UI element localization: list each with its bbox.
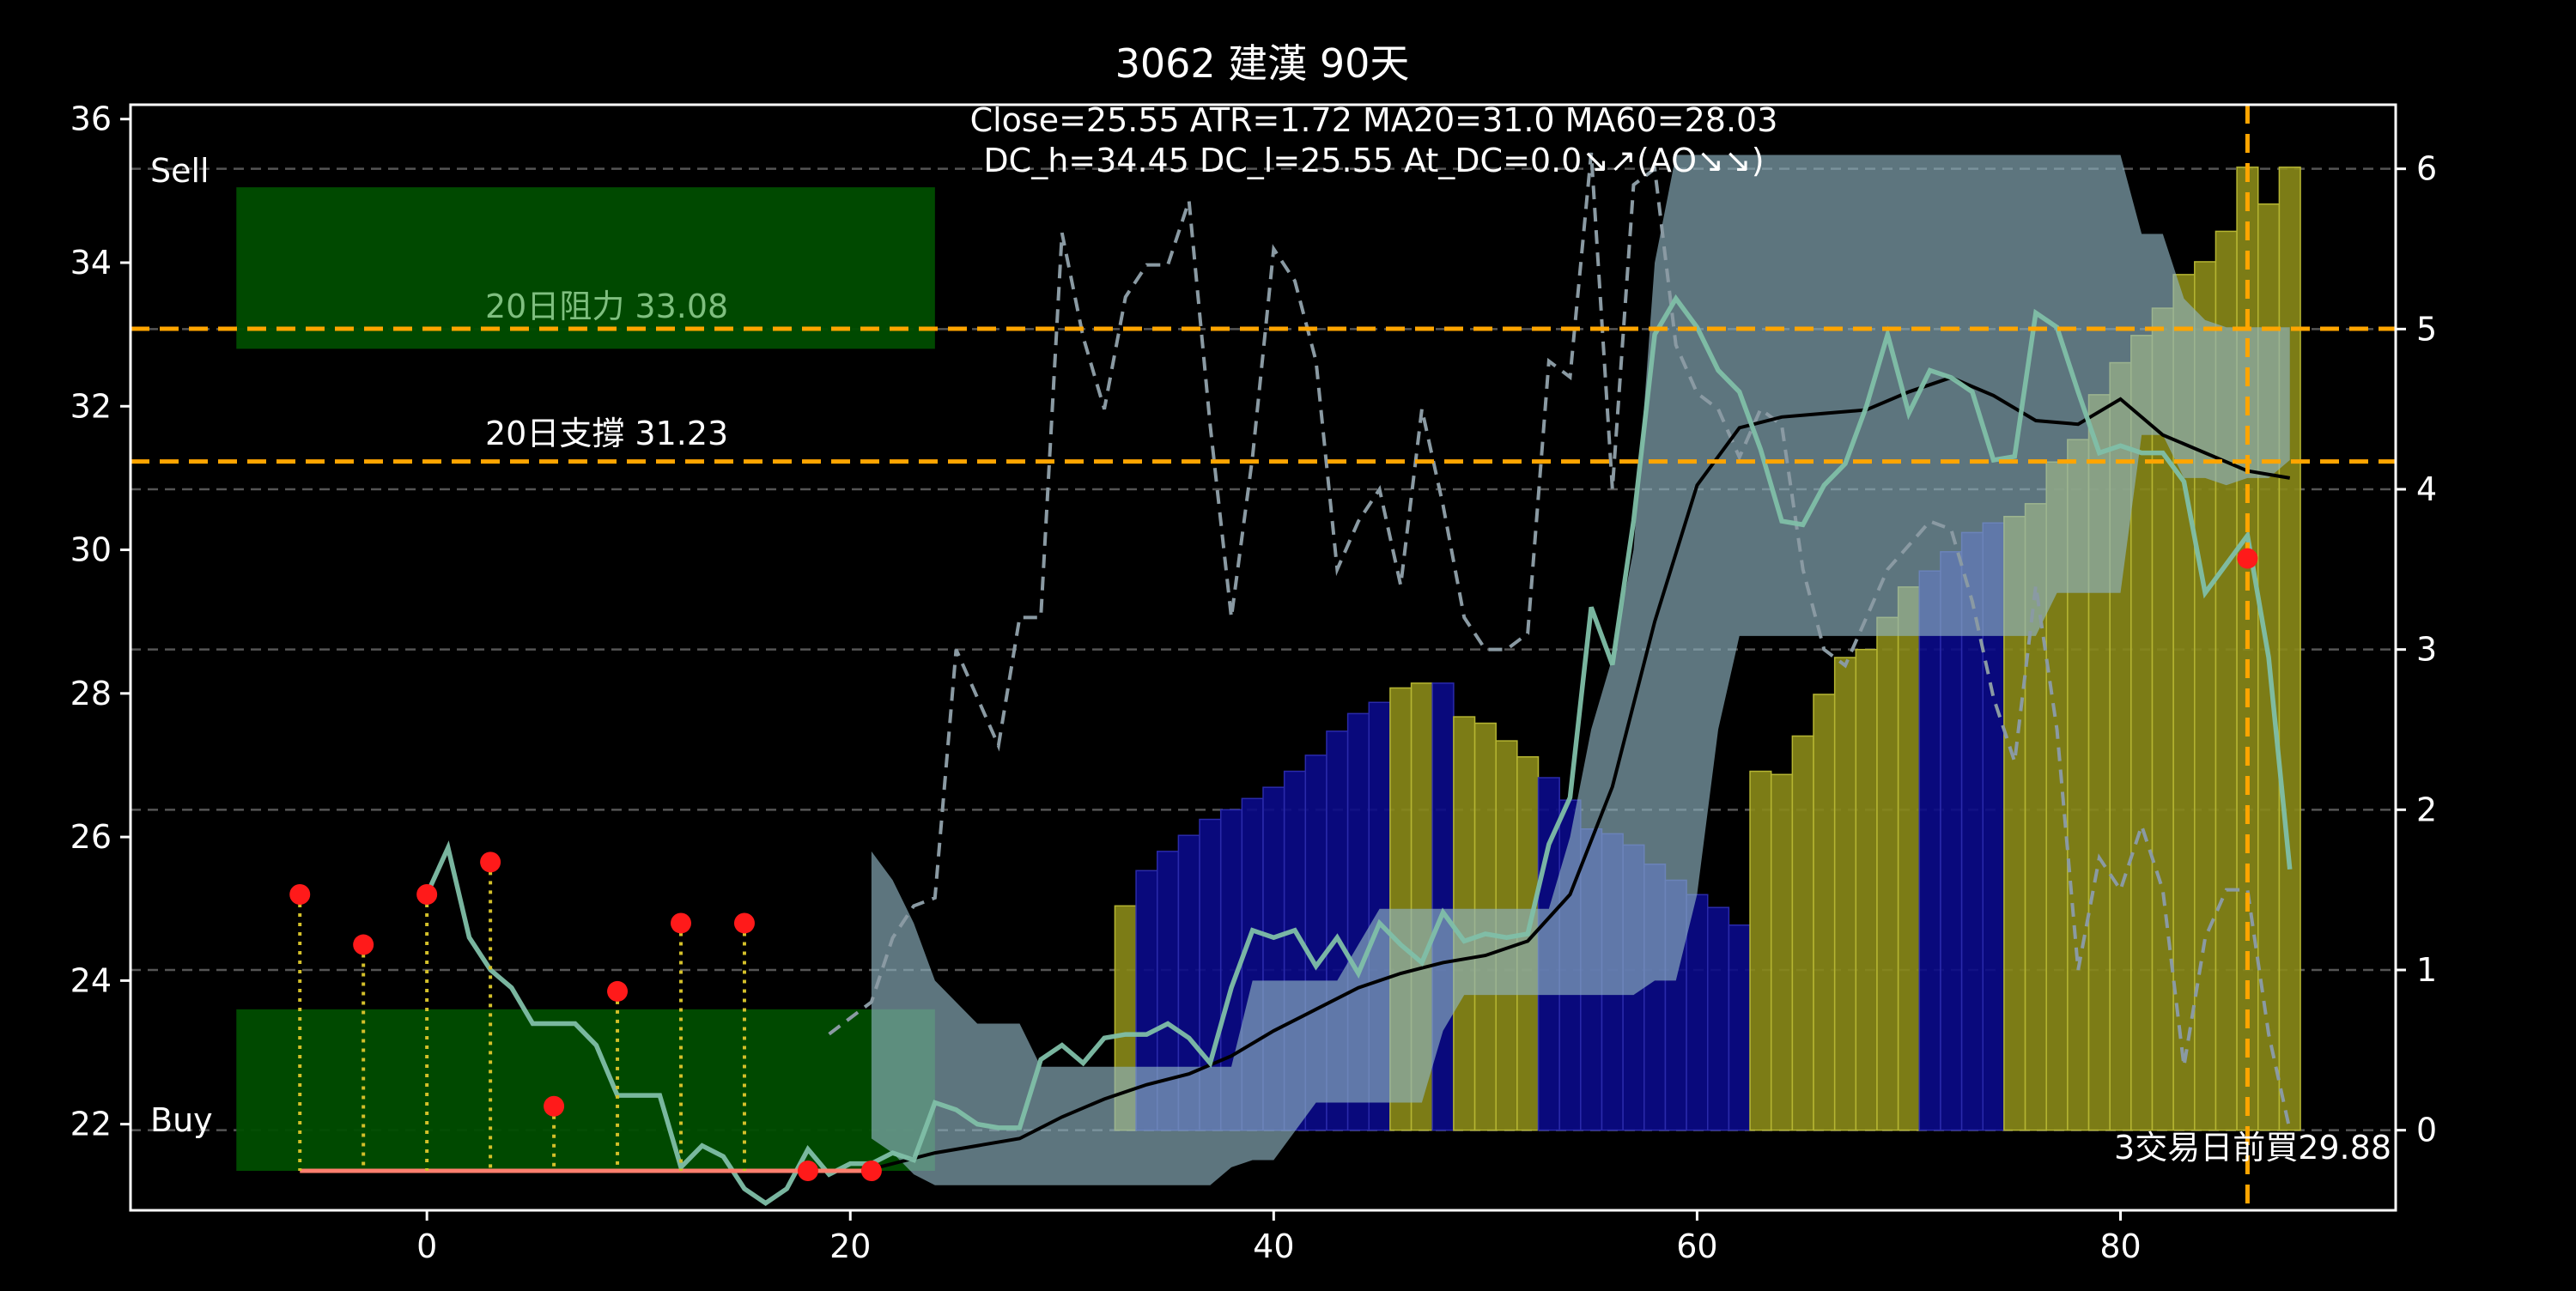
resistance-label: 20日阻力 33.08 [485,288,728,325]
sell-zone [236,187,935,349]
histogram-bar [1876,616,1899,1131]
histogram-bar [1728,924,1751,1131]
histogram-bar [1940,551,1963,1131]
lines-layer [131,105,2396,1210]
histogram-bar [1855,648,1878,1131]
y-tick-label: 28 [70,675,112,712]
histogram-bar [1897,586,1921,1131]
y-tick-label: 26 [70,818,112,856]
y2-tick-label: 0 [2416,1112,2437,1149]
y-tick-label: 32 [70,387,112,425]
y2-tick-label: 2 [2416,791,2437,828]
sell-label: Sell [150,152,210,190]
histogram-bar [1749,770,1772,1131]
y-tick-label: 22 [70,1106,112,1143]
y2-tick-label: 6 [2416,150,2437,188]
signal-dot [353,934,374,955]
x-tick-label: 20 [829,1227,871,1265]
channel-layer [871,155,2290,1185]
buy-label: Buy [150,1101,213,1139]
signal-dot [671,912,692,934]
x-tick-label: 0 [416,1227,437,1265]
histogram-bar [1918,570,1941,1131]
channel-band [871,155,2290,1185]
info-line-1: Close=25.55 ATR=1.72 MA20=31.0 MA60=28.0… [970,101,1778,139]
histogram-bar [1833,657,1857,1131]
x-tick-label: 80 [2099,1227,2141,1265]
ma20-line [849,375,2291,1177]
y2-tick-label: 1 [2416,951,2437,989]
atr-line [828,152,2292,1131]
signal-dot [607,980,629,1002]
info-line-2: DC_h=34.45 DC_l=25.55 At_DC=0.0↘↗(AO↘↘) [983,142,1764,179]
y-tick-label: 30 [70,531,112,569]
signals-layer [289,548,2258,1181]
y-tick-label: 36 [70,100,112,138]
signal-dot [289,884,311,905]
signal-dot [797,1161,818,1181]
x-tick-label: 60 [1676,1227,1717,1265]
y2-tick-label: 3 [2416,631,2437,669]
signal-dot [416,884,438,905]
y2-tick-label: 4 [2416,470,2437,508]
buy-note: 3交易日前買29.88 [2114,1129,2391,1167]
y2-tick-label: 5 [2416,310,2437,348]
signal-dot [544,1095,565,1117]
signal-dot [733,912,755,934]
histogram-bar [1431,682,1455,1131]
plot-frame [129,103,2397,1212]
chart-title: 3062 建漢 90天 [1115,40,1410,87]
histogram-bar [1770,773,1794,1131]
histogram-bar [1791,735,1814,1131]
histogram-bar [1706,906,1730,1131]
signal-dot [480,852,501,873]
histogram-bar [2278,167,2301,1131]
histogram-bar [1813,694,1836,1131]
x-tick-label: 40 [1253,1227,1294,1265]
close-line [424,294,2293,1206]
signal-dot [860,1161,882,1181]
support-label: 20日支撐 31.23 [485,415,728,452]
y-tick-label: 34 [70,244,112,282]
signal-dot [2237,548,2258,569]
y-tick-label: 24 [70,961,112,999]
histogram-bar [1686,894,1709,1131]
